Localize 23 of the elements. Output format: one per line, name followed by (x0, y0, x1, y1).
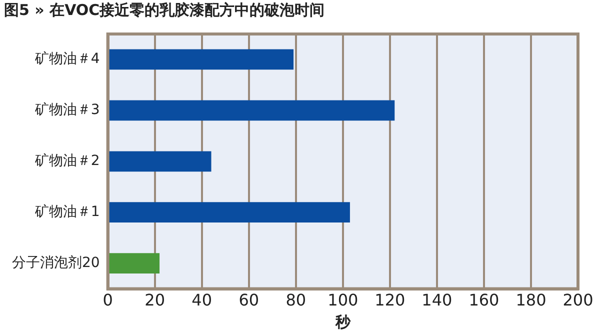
x-tick-label: 0 (102, 290, 113, 310)
y-tick-label: 矿物油＃2 (34, 153, 100, 170)
x-tick-label: 40 (192, 290, 212, 310)
bar (108, 100, 395, 121)
x-tick-label: 180 (516, 290, 546, 310)
x-tick-label: 200 (562, 290, 594, 310)
chart-title: 图5 » 在VOC接近零的乳胶漆配方中的破泡时间 (4, 0, 325, 19)
bar (108, 202, 350, 223)
bar (108, 151, 212, 172)
bar (108, 253, 160, 274)
bar (108, 49, 294, 70)
y-tick-label: 矿物油＃1 (34, 204, 100, 220)
y-tick-label: 矿物油＃4 (34, 51, 100, 68)
x-tick-label: 100 (328, 290, 358, 310)
x-tick-label: 160 (468, 290, 500, 310)
x-axis-title: 秒 (334, 312, 352, 331)
x-tick-label: 120 (374, 290, 406, 310)
x-tick-label: 20 (144, 290, 166, 310)
y-tick-label: 分子消泡剂20 (12, 254, 100, 271)
y-tick-label: 矿物油＃3 (34, 102, 100, 118)
x-tick-label: 140 (422, 290, 452, 310)
x-tick-label: 80 (286, 290, 306, 310)
x-tick-label: 60 (238, 290, 260, 310)
